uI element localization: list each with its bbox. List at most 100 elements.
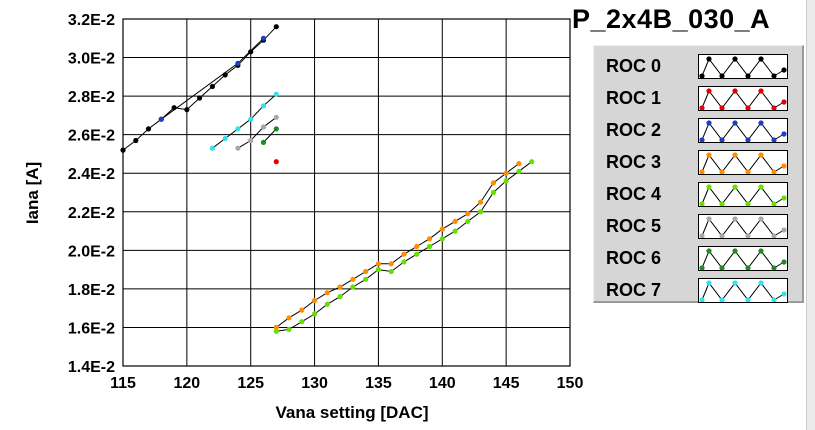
series-line	[237, 116, 277, 149]
legend-marker	[781, 163, 787, 169]
legend-entry: ROC 1	[594, 84, 799, 112]
data-point	[350, 276, 356, 282]
legend-marker	[706, 56, 712, 62]
legend-marker	[745, 201, 751, 207]
legend-marker	[771, 137, 777, 143]
data-point	[209, 145, 215, 151]
legend-line	[701, 90, 785, 109]
legend-marker	[771, 105, 777, 111]
data-point	[401, 251, 407, 257]
plot-frame	[122, 18, 571, 367]
legend-label: ROC 0	[606, 56, 662, 76]
data-point	[375, 261, 381, 267]
data-point	[465, 211, 471, 217]
data-point	[452, 218, 458, 224]
data-point	[273, 324, 279, 330]
x-tick-label: 130	[301, 375, 328, 392]
legend-marker	[699, 265, 705, 271]
legend-marker	[745, 265, 751, 271]
legend-entry: ROC 6	[594, 244, 799, 272]
legend-marker	[758, 280, 764, 286]
legend-label: ROC 7	[606, 280, 662, 300]
data-point	[235, 126, 241, 132]
y-tick-label: 2.2E-2	[68, 205, 115, 222]
series-1	[273, 159, 279, 165]
legend-line	[701, 122, 785, 141]
data-point	[337, 284, 343, 290]
data-point	[158, 116, 164, 122]
data-point	[452, 228, 458, 234]
legend-label: ROC 2	[606, 120, 662, 140]
data-point	[248, 49, 254, 55]
legend-marker	[732, 280, 738, 286]
y-tick-label: 1.4E-2	[68, 359, 115, 376]
legend-marker	[732, 216, 738, 222]
data-point	[363, 276, 369, 282]
legend-marker	[719, 169, 725, 175]
data-point	[324, 301, 330, 307]
data-point	[426, 243, 433, 250]
legend-marker	[719, 297, 725, 303]
legend-marker	[699, 105, 705, 111]
legend-marker	[732, 184, 738, 190]
data-point	[478, 199, 484, 205]
legend-marker	[781, 131, 787, 137]
legend-swatch	[698, 54, 788, 79]
series-line	[275, 163, 520, 328]
window-edge-scrollbar[interactable]	[806, 0, 815, 430]
series-3	[273, 161, 522, 330]
data-point	[273, 328, 279, 334]
data-point	[299, 319, 305, 325]
y-axis-label: Iana [A]	[23, 162, 42, 224]
x-tick-label: 150	[557, 375, 584, 392]
legend-entry: ROC 3	[594, 148, 799, 176]
data-point	[439, 226, 445, 232]
data-point	[529, 159, 535, 165]
data-point	[414, 251, 420, 257]
legend-swatch	[698, 214, 788, 239]
legend-marker	[745, 105, 751, 111]
legend-marker	[719, 201, 725, 207]
data-point	[286, 326, 292, 332]
legend-marker	[706, 216, 712, 222]
data-point	[337, 294, 343, 300]
series-2	[158, 35, 267, 122]
data-point	[426, 236, 433, 242]
legend-marker	[758, 184, 764, 190]
legend-marker	[745, 73, 751, 79]
data-point	[490, 180, 496, 186]
y-tick-label: 3.2E-2	[68, 12, 115, 29]
legend-marker	[758, 152, 764, 158]
legend-line	[701, 282, 785, 301]
legend-swatch	[698, 278, 788, 303]
x-tick-label: 125	[237, 375, 264, 392]
data-point	[197, 95, 203, 101]
legend-marker	[732, 56, 738, 62]
legend-label: ROC 4	[606, 184, 662, 204]
data-point	[350, 284, 356, 290]
data-point	[363, 268, 369, 275]
legend-marker	[758, 120, 764, 126]
legend-marker	[771, 297, 777, 303]
legend-swatch	[698, 246, 788, 271]
tick-labels: 115 120 125 130 135 140 145 150 1.4E-2 1.6E-2 1.8E…	[68, 12, 584, 392]
x-axis-label: Vana setting [DAC]	[275, 403, 428, 422]
data-point	[516, 168, 522, 174]
data-point	[273, 126, 279, 132]
series-layer	[120, 24, 535, 334]
legend-marker	[699, 233, 705, 239]
legend: ROC 0 ROC 1 ROC 2 ROC 3 ROC 4 ROC 5 ROC 6 ROC 7	[593, 45, 804, 303]
series-line	[212, 93, 277, 149]
legend-marker	[706, 120, 712, 126]
series-line	[122, 26, 277, 151]
legend-marker	[732, 88, 738, 94]
legend-marker	[706, 184, 712, 190]
legend-marker	[771, 169, 777, 175]
legend-marker	[771, 233, 777, 239]
data-point	[503, 178, 509, 184]
legend-marker	[699, 297, 705, 303]
series-5	[235, 114, 279, 151]
data-point	[248, 137, 254, 144]
data-point	[312, 297, 318, 304]
